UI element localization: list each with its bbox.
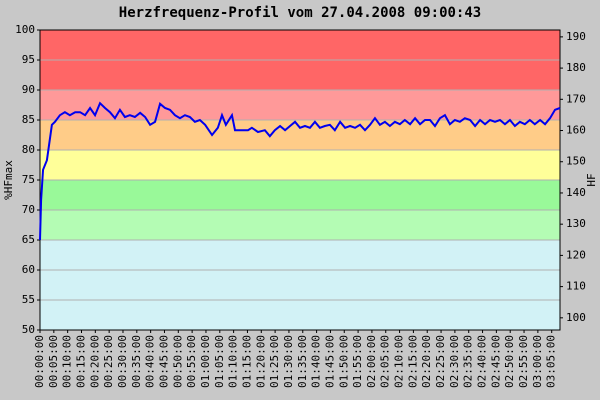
y2-tick-label: 100 <box>566 311 586 324</box>
x-tick-label: 01:50:00 <box>337 335 350 388</box>
y2-tick-label: 110 <box>566 280 586 293</box>
x-tick-label: 01:20:00 <box>254 335 267 388</box>
x-tick-label: 02:05:00 <box>379 335 392 388</box>
x-tick-label: 02:50:00 <box>503 335 516 388</box>
x-tick-label: 02:40:00 <box>476 335 489 388</box>
zone <box>40 180 560 210</box>
x-tick-label: 02:25:00 <box>434 335 447 388</box>
y-tick-label: 60 <box>22 263 35 276</box>
y2-tick-label: 150 <box>566 155 586 168</box>
x-tick-label: 01:30:00 <box>282 335 295 388</box>
chart-title: Herzfrequenz-Profil vom 27.04.2008 09:00… <box>119 5 481 21</box>
x-tick-label: 00:55:00 <box>185 335 198 388</box>
x-tick-label: 01:00:00 <box>199 335 212 388</box>
x-tick-label: 01:35:00 <box>296 335 309 388</box>
x-tick-label: 00:45:00 <box>157 335 170 388</box>
y2-tick-label: 160 <box>566 124 586 137</box>
y-tick-label: 55 <box>22 293 35 306</box>
y-tick-label: 90 <box>22 83 35 96</box>
y-tick-label: 85 <box>22 113 35 126</box>
zone <box>40 120 560 150</box>
x-tick-label: 00:05:00 <box>47 335 60 388</box>
x-tick-label: 02:35:00 <box>462 335 475 388</box>
zone <box>40 240 560 330</box>
x-tick-label: 01:55:00 <box>351 335 364 388</box>
y2-tick-label: 190 <box>566 30 586 43</box>
x-tick-label: 00:15:00 <box>74 335 87 388</box>
x-tick-label: 00:30:00 <box>116 335 129 388</box>
x-tick-label: 03:00:00 <box>531 335 544 388</box>
y2-tick-label: 180 <box>566 61 586 74</box>
x-tick-label: 03:05:00 <box>545 335 558 388</box>
x-tick-label: 01:15:00 <box>240 335 253 388</box>
y-tick-label: 50 <box>22 323 35 336</box>
y-tick-label: 75 <box>22 173 35 186</box>
x-tick-label: 00:20:00 <box>88 335 101 388</box>
zone <box>40 150 560 180</box>
x-tick-label: 02:00:00 <box>365 335 378 388</box>
x-tick-label: 00:35:00 <box>130 335 143 388</box>
x-tick-label: 02:55:00 <box>517 335 530 388</box>
zone <box>40 90 560 120</box>
x-tick-label: 02:30:00 <box>448 335 461 388</box>
zone <box>40 210 560 240</box>
x-tick-label: 02:20:00 <box>420 335 433 388</box>
x-tick-label: 02:45:00 <box>489 335 502 388</box>
y2-tick-label: 120 <box>566 248 586 261</box>
x-tick-label: 00:10:00 <box>61 335 74 388</box>
x-tick-label: 01:40:00 <box>310 335 323 388</box>
x-tick-label: 02:10:00 <box>393 335 406 388</box>
x-tick-label: 00:25:00 <box>102 335 115 388</box>
y2-tick-label: 170 <box>566 92 586 105</box>
x-tick-label: 02:15:00 <box>406 335 419 388</box>
x-tick-label: 00:00:00 <box>33 335 46 388</box>
y2-tick-label: 130 <box>566 217 586 230</box>
x-tick-label: 00:40:00 <box>144 335 157 388</box>
x-tick-label: 00:50:00 <box>171 335 184 388</box>
y-tick-label: 70 <box>22 203 35 216</box>
y-tick-label: 65 <box>22 233 35 246</box>
y-tick-label: 95 <box>22 53 35 66</box>
x-tick-label: 01:45:00 <box>323 335 336 388</box>
y2-tick-label: 140 <box>566 186 586 199</box>
x-tick-label: 01:10:00 <box>227 335 240 388</box>
plot-frame <box>39 29 561 331</box>
x-tick-label: 01:05:00 <box>213 335 226 388</box>
y-tick-label: 100 <box>15 23 35 36</box>
y-axis-label: %HFmax <box>2 160 15 200</box>
y2-axis-label: HF <box>585 173 598 186</box>
x-tick-label: 01:25:00 <box>268 335 281 388</box>
hr-line <box>39 101 561 241</box>
y-tick-label: 80 <box>22 143 35 156</box>
